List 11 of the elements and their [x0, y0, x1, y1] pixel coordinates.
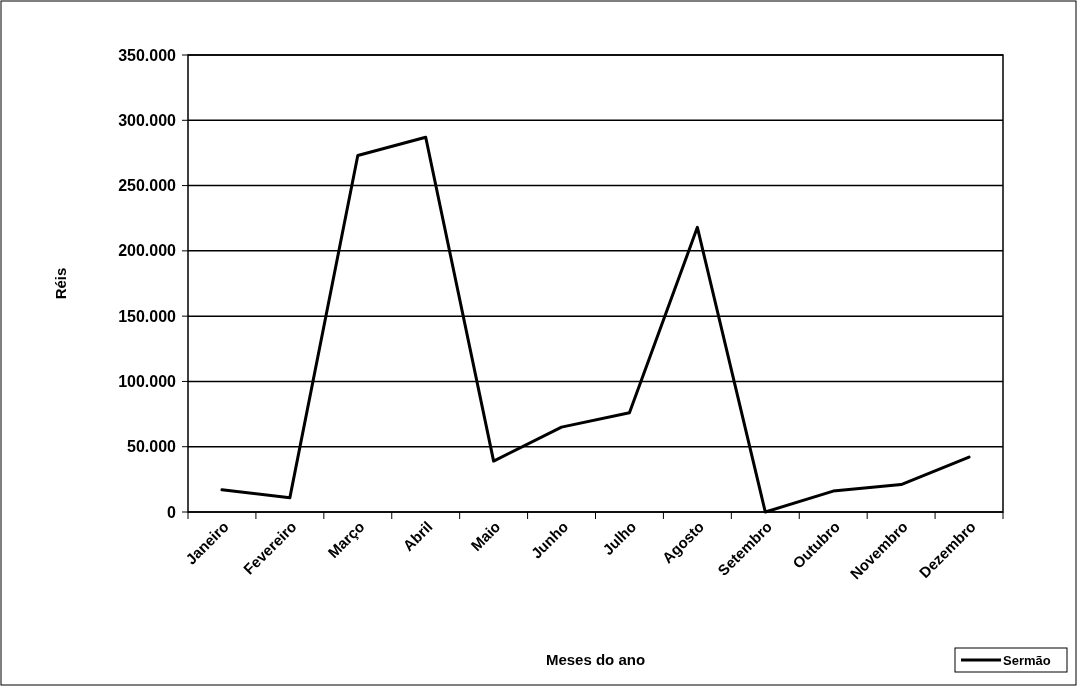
x-axis-title: Meses do ano: [545, 651, 646, 668]
y-tick-label: 100.000: [118, 373, 177, 391]
y-tick-label: 150.000: [118, 307, 177, 325]
y-tick-label: 300.000: [118, 111, 177, 129]
y-axis-title: Réis: [52, 267, 69, 300]
y-tick-label: 250.000: [118, 177, 177, 195]
y-tick-label: 0: [167, 503, 177, 521]
legend-label: Sermão: [1003, 652, 1051, 668]
y-tick-label: 50.000: [127, 438, 177, 456]
y-tick-label: 350.000: [118, 46, 177, 64]
y-tick-label: 200.000: [118, 242, 177, 260]
